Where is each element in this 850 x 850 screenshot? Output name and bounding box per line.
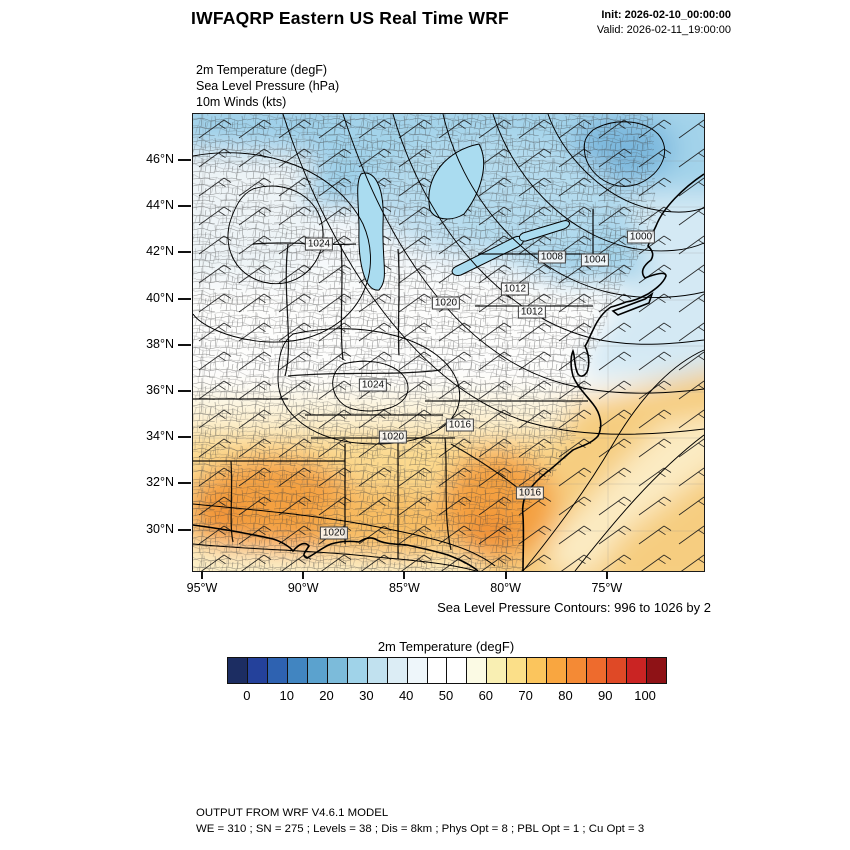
init-time-label: Init: 2026-02-10_00:00:00 bbox=[601, 9, 731, 21]
field-pressure-label: Sea Level Pressure (hPa) bbox=[196, 79, 340, 93]
isobar-label: 1000 bbox=[626, 230, 656, 244]
lon-tick-label: 90°W bbox=[287, 581, 319, 595]
isobar-label: 1008 bbox=[537, 250, 567, 264]
isobar-label: 1012 bbox=[500, 282, 530, 296]
colorbar-cell bbox=[646, 658, 666, 683]
colorbar-cell bbox=[366, 658, 387, 683]
colorbar-cell bbox=[446, 658, 467, 683]
lon-tick-label: 85°W bbox=[389, 581, 420, 595]
colorbar-tick-label: 20 bbox=[319, 688, 334, 703]
lon-tick-mark bbox=[201, 571, 203, 579]
lon-tick-label: 75°W bbox=[591, 581, 623, 595]
lon-tick-mark bbox=[302, 571, 305, 579]
lat-tick-mark bbox=[178, 390, 191, 392]
isobar-label: 1016 bbox=[515, 486, 545, 500]
colorbar-tick-label: 40 bbox=[398, 688, 414, 703]
colorbar-cell bbox=[486, 658, 507, 683]
lat-tick-label: 38°N bbox=[146, 336, 174, 351]
field-temperature-label: 2m Temperature (degF) bbox=[196, 63, 328, 77]
colorbar-tick-label: 100 bbox=[634, 688, 656, 703]
lat-tick-mark bbox=[178, 159, 191, 161]
lat-tick-label: 42°N bbox=[146, 244, 174, 259]
lat-tick-label: 44°N bbox=[146, 198, 174, 213]
isobar-label: 1024 bbox=[358, 378, 388, 392]
plot-title: IWFAQRP Eastern US Real Time WRF bbox=[191, 8, 509, 28]
lat-tick-label: 32°N bbox=[146, 475, 174, 490]
lat-tick-mark bbox=[178, 343, 191, 346]
colorbar-cell bbox=[326, 658, 347, 683]
lon-tick-mark bbox=[504, 571, 507, 579]
pressure-contour-note: Sea Level Pressure Contours: 996 to 1026… bbox=[437, 600, 711, 615]
pressure-contours bbox=[193, 114, 704, 571]
lon-tick-label: 95°W bbox=[186, 581, 218, 595]
colorbar-cell bbox=[426, 658, 447, 683]
lon-tick-mark bbox=[403, 571, 406, 579]
colorbar-cell bbox=[566, 658, 587, 683]
isobar-label: 1024 bbox=[304, 237, 334, 251]
lat-tick-label: 30°N bbox=[146, 521, 174, 536]
lon-tick-label: 80°W bbox=[490, 581, 521, 595]
colorbar-cell bbox=[386, 658, 407, 683]
lat-tick-label: 34°N bbox=[146, 429, 174, 444]
lon-tick-mark bbox=[605, 571, 608, 579]
colorbar-tick-label: 0 bbox=[243, 688, 251, 703]
isobar-label: 1016 bbox=[445, 418, 475, 432]
colorbar-cell bbox=[626, 658, 647, 683]
colorbar-cell bbox=[286, 658, 307, 683]
colorbar-tick-label: 10 bbox=[279, 688, 294, 703]
lat-tick-mark bbox=[178, 482, 191, 485]
isobar-label: 1020 bbox=[431, 296, 461, 310]
isobar-label: 1012 bbox=[517, 305, 547, 319]
valid-time-label: Valid: 2026-02-11_19:00:00 bbox=[596, 24, 731, 36]
colorbar-cell bbox=[506, 658, 527, 683]
colorbar-tick-label: 90 bbox=[598, 688, 613, 703]
isobar-label: 1020 bbox=[319, 526, 349, 540]
coastline bbox=[193, 173, 704, 571]
colorbar-tick-label: 30 bbox=[359, 688, 374, 703]
colorbar-tick-label: 70 bbox=[518, 688, 533, 703]
lat-tick-mark bbox=[178, 528, 191, 531]
colorbar-tick-labels: 0 10 20 30 40 50 60 70 80 90 100 bbox=[0, 688, 850, 704]
colorbar-tick-label: 60 bbox=[478, 688, 494, 703]
colorbar-title: 2m Temperature (degF) bbox=[377, 639, 515, 654]
plotted-fields-list: 2m Temperature (degF) Sea Level Pressure… bbox=[196, 62, 339, 110]
lat-tick-mark bbox=[178, 205, 191, 208]
run-time-block: Init: 2026-02-10_00:00:00 Valid: 2026-02… bbox=[597, 8, 731, 38]
colorbar-cell bbox=[246, 658, 267, 683]
colorbar-cell bbox=[526, 658, 547, 683]
isobar-label: 1004 bbox=[580, 253, 610, 267]
colorbar-cell bbox=[606, 658, 627, 683]
colorbar-cell bbox=[586, 658, 607, 683]
field-winds-label: 10m Winds (kts) bbox=[196, 95, 287, 109]
colorbar-cell bbox=[406, 658, 427, 683]
colorbar-cell bbox=[306, 658, 327, 683]
colorbar-tick-label: 50 bbox=[438, 688, 454, 703]
lat-tick-label: 36°N bbox=[146, 383, 174, 397]
model-version-line: OUTPUT FROM WRF V4.6.1 MODEL bbox=[196, 807, 389, 819]
lat-tick-label: 46°N bbox=[146, 152, 174, 166]
colorbar-cell bbox=[546, 658, 567, 683]
colorbar-cell bbox=[346, 658, 367, 683]
lat-tick-mark bbox=[178, 251, 191, 254]
colorbar-cell bbox=[466, 658, 487, 683]
model-config-line: WE = 310 ; SN = 275 ; Levels = 38 ; Dis … bbox=[196, 822, 645, 835]
model-info-footer: OUTPUT FROM WRF V4.6.1 MODEL WE = 310 ; … bbox=[196, 806, 644, 837]
lat-tick-mark bbox=[178, 297, 191, 300]
colorbar-tick-label: 80 bbox=[558, 688, 573, 703]
isobar-label: 1020 bbox=[378, 430, 408, 444]
lat-tick-mark bbox=[178, 436, 191, 439]
state-boundaries bbox=[193, 209, 594, 559]
map-panel: 1024 1020 1008 1004 1000 1012 1012 1024 1020 1016… bbox=[192, 113, 705, 572]
colorbar-cell bbox=[228, 658, 247, 683]
colorbar-cell bbox=[266, 658, 287, 683]
map-svg bbox=[193, 114, 704, 571]
lat-tick-label: 40°N bbox=[146, 290, 174, 305]
colorbar bbox=[227, 657, 667, 684]
